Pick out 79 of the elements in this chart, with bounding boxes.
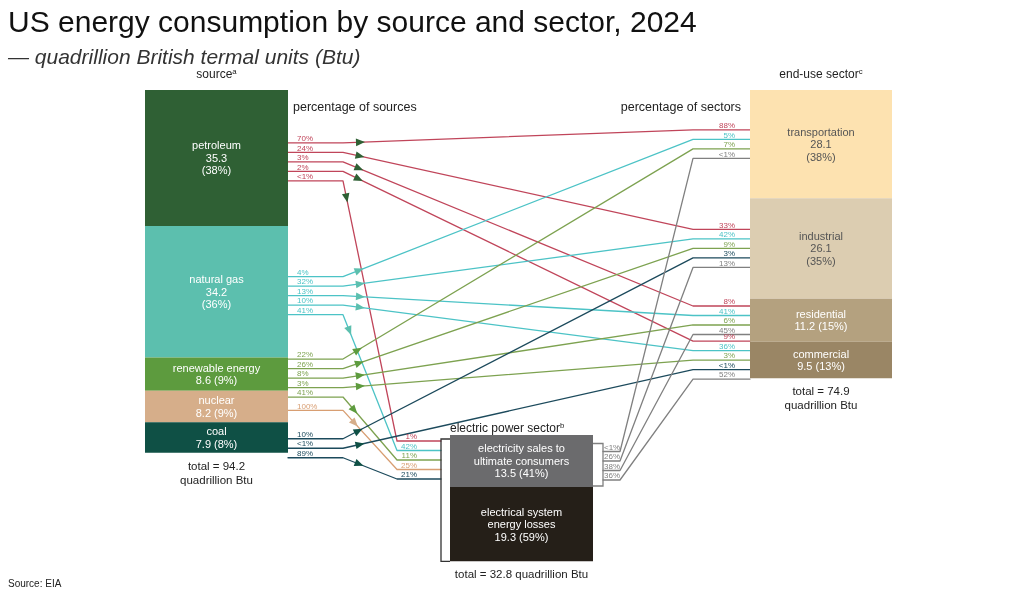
data-label: 9.5 (13%) [797,360,845,373]
text: percentage of sources [293,100,417,114]
category-label: nuclear [198,394,235,407]
text: total = 32.8 quadrillion Btu [454,568,589,581]
data-label: 42% [400,441,417,451]
data-label: 38% [604,461,621,471]
category-label: renewable energy [172,361,261,374]
data-label: 35.3 (38%) [201,151,232,177]
data-label: 10% [297,296,314,306]
data-label: 88% [718,121,735,131]
data-label: 25% [400,460,417,470]
data-label: 13.5 (41%) [494,467,549,480]
data-label: 36% [604,471,621,481]
data-label: 3% [297,378,309,388]
data-label: 42% [718,230,735,240]
text: — quadrillion British termal units (Btu) [7,45,361,68]
data-label: 21% [400,470,417,480]
category-label: electricity sales to ultimate consumers [473,442,570,467]
text: total = 94.2 quadrillion Btu [180,459,253,486]
data-label: 34.2 (36%) [201,285,232,311]
data-label: 9% [723,332,735,342]
data-label: 41% [297,388,314,398]
data-label: 26% [604,452,621,462]
category-label: coal [206,425,227,438]
data-label: 36% [718,341,735,351]
data-label: 24% [297,143,314,153]
category-label: natural gas [189,273,245,286]
data-label: 41% [718,306,735,316]
data-label: 45% [718,325,735,335]
data-label: 41% [297,305,314,315]
series-label: end-use sector$^{c}$ [779,66,863,81]
data-label: 4% [297,267,309,277]
data-label: <1% [718,360,735,370]
data-label: 33% [718,220,735,230]
category-label: commercial [792,347,850,360]
data-label: 32% [297,277,314,287]
data-label: 11.2 (15%) [794,320,848,333]
data-label: 11% [401,451,417,461]
series-label: source$^{a}$ [196,66,238,81]
data-label: 52% [718,370,735,380]
category-label: electrical system energy losses [480,505,563,531]
text: total = 74.9 quadrillion Btu [784,385,858,412]
data-label: 70% [297,134,314,144]
data-label: 7.9 (8%) [195,437,238,450]
data-label: 19.3 (59%) [494,530,549,543]
data-label: 3% [723,249,735,259]
data-label: 22% [297,350,314,360]
data-label: 89% [297,448,314,458]
text: percentage of sectors [620,100,741,114]
data-label: <1% [718,149,735,159]
data-label: 26% [297,359,314,369]
data-label: <1% [297,439,314,449]
category-label: electric power sector$^{b}$ [450,420,566,435]
data-label: 13% [718,258,735,268]
data-label: 8% [297,369,309,379]
data-label: 6% [723,316,735,326]
data-label: 26.1 (35%) [806,242,836,267]
category-label: petroleum [192,139,241,152]
data-label: 5% [723,130,735,140]
data-label: 8.6 (9%) [195,374,238,387]
data-label: <1% [604,442,621,452]
data-label: 9% [723,239,735,249]
data-label: 10% [297,429,314,439]
data-label: 28.1 (38%) [806,138,836,163]
data-label: 8% [723,297,735,307]
data-label: 1% [405,432,417,442]
data-label: 13% [297,286,314,296]
data-label: 3% [297,153,309,163]
data-label: <1% [297,172,314,182]
text: US energy consumption by source and sector, 2024 [8,5,697,38]
data-label: 3% [723,351,735,361]
category-label: industrial [798,229,844,242]
category-label: residential [795,307,847,320]
data-label: 100% [297,401,318,411]
data-label: 7% [723,140,735,150]
source-note: Source: EIA [8,578,62,589]
data-label: 2% [297,162,309,172]
category-label: transportation [787,125,855,138]
data-label: 8.2 (9%) [195,406,238,419]
